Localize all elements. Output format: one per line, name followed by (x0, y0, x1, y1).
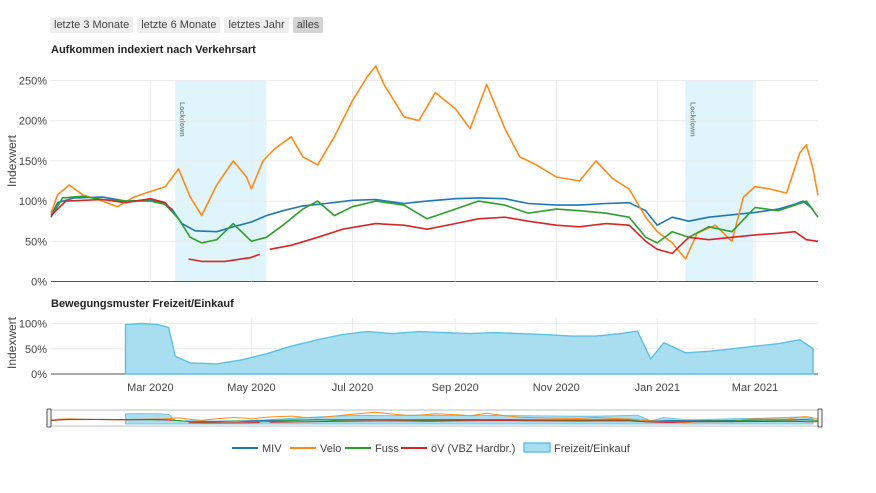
range-slider[interactable] (46, 408, 823, 428)
chart1-title: Aufkommen indexiert nach Verkehrsart (51, 44, 256, 56)
range-button-3-months[interactable]: letzte 3 Monate (50, 17, 134, 33)
series-area-freizeit (124, 322, 814, 375)
chart2-plot: 0% 50% 100% (19, 318, 818, 381)
range-button-1-year[interactable]: letztes Jahr (224, 17, 289, 33)
range-slider-right-handle[interactable] (817, 408, 823, 428)
legend-label-velo[interactable]: Velo (320, 443, 341, 455)
range-button-all[interactable]: alles (292, 17, 324, 33)
series-line-oev-1 (50, 197, 173, 217)
range-selector: letzte 3 Monate letzte 6 Monate letztes … (50, 17, 324, 33)
chart1-ylabel: Indexwert (5, 134, 19, 187)
chart2-title: Bewegungsmuster Freizeit/Einkauf (51, 298, 234, 310)
x-axis-ticks: Mar 2020 May 2020 Jul 2020 Sep 2020 Nov 2020… (127, 382, 778, 394)
legend-label-miv[interactable]: MIV (262, 443, 282, 455)
chart2-ytick-2: 100% (19, 319, 47, 331)
legend-swatch-freizeit[interactable] (523, 442, 551, 453)
lockdown-band-1 (175, 80, 267, 282)
x-tick-5: Jan 2021 (635, 382, 680, 394)
series-line-oev-2 (188, 253, 260, 263)
chart1-ytick-0: 0% (31, 277, 47, 289)
x-tick-6: Mar 2021 (732, 382, 778, 394)
legend-label-freizeit[interactable]: Freizeit/Einkauf (554, 443, 631, 455)
range-button-6-months[interactable]: letzte 6 Monate (137, 17, 221, 33)
x-tick-0: Mar 2020 (127, 382, 173, 394)
slider-line-oev-3 (269, 419, 819, 424)
chart2-ytick-1: 50% (25, 344, 47, 356)
series-line-fuss (50, 195, 819, 244)
series-line-oev-3 (269, 216, 819, 255)
legend-label-fuss[interactable]: Fuss (375, 443, 399, 455)
chart1-ytick-4: 200% (19, 116, 47, 128)
chart1-ytick-1: 50% (25, 236, 47, 248)
chart1-plot: Lockdown Lockdown 0% 50% 100% 150% 200% 250% (19, 65, 819, 289)
legend: MIV Velo Fuss öV (VBZ Hardbr.) Freizeit/Eink… (232, 442, 631, 455)
x-tick-3: Sep 2020 (432, 382, 479, 394)
lockdown-band-2 (685, 80, 754, 282)
lockdown-label-1: Lockdown (178, 102, 185, 137)
range-slider-left-handle[interactable] (46, 408, 52, 428)
chart1-ytick-5: 250% (19, 76, 47, 88)
lockdown-label-2: Lockdown (688, 102, 695, 137)
chart2-ytick-0: 0% (31, 369, 47, 381)
chart2-ylabel: Indexwert (5, 316, 19, 369)
x-tick-4: Nov 2020 (533, 382, 580, 394)
x-tick-1: May 2020 (227, 382, 275, 394)
chart1-ytick-3: 150% (19, 156, 47, 168)
chart1-ytick-2: 100% (19, 196, 47, 208)
slider-line-oev-1 (50, 418, 172, 421)
series-line-velo (50, 65, 819, 260)
x-tick-2: Jul 2020 (332, 382, 374, 394)
legend-label-oev[interactable]: öV (VBZ Hardbr.) (431, 443, 515, 455)
